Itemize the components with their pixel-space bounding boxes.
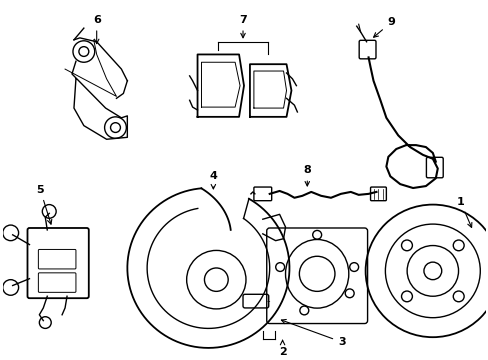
Text: 7: 7 <box>239 15 246 38</box>
Text: 1: 1 <box>456 197 471 228</box>
Text: 2: 2 <box>278 340 286 357</box>
Text: 6: 6 <box>93 15 101 44</box>
Text: 9: 9 <box>373 17 394 37</box>
Text: 3: 3 <box>281 319 345 347</box>
Text: 5: 5 <box>37 185 52 224</box>
Text: 4: 4 <box>209 171 217 189</box>
Text: 8: 8 <box>303 166 310 186</box>
